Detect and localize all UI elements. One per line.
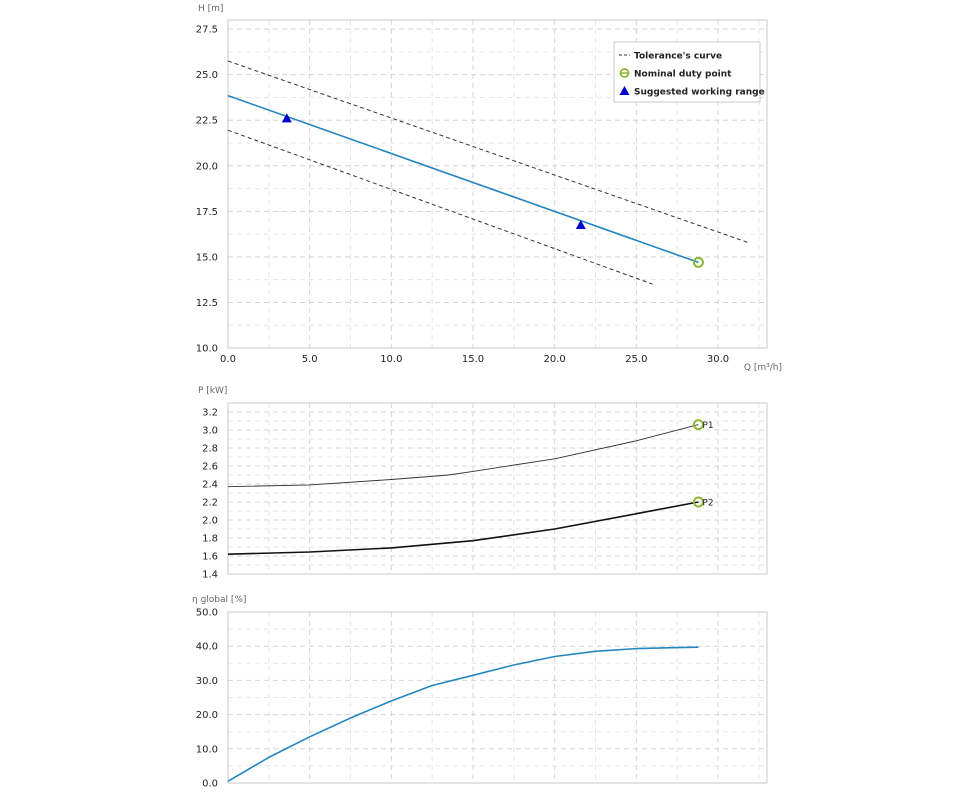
legend-entry: Nominal duty point	[634, 70, 732, 80]
power-end-marker	[692, 496, 704, 508]
y-tick-label: 3.0	[202, 426, 218, 437]
y-tick-label: 2.0	[202, 516, 218, 527]
series-line-0-0	[227, 60, 748, 243]
plot-frame	[227, 402, 768, 575]
y-tick-label: 15.0	[196, 252, 218, 263]
y-tick-label: 12.5	[196, 298, 218, 309]
series-line-1-0	[227, 424, 699, 488]
legend-box	[613, 41, 761, 103]
x-tick-label: 10.0	[380, 354, 402, 365]
working-range-marker	[575, 220, 586, 229]
x-tick-label: 20.0	[544, 354, 566, 365]
power-point-label: P2	[702, 499, 713, 509]
y-tick-label: 50.0	[196, 608, 218, 619]
legend-entry: Tolerance's curve	[634, 52, 722, 62]
legend-swatch-working-range	[619, 86, 630, 95]
y-tick-label: 27.5	[196, 25, 218, 36]
series-line-0-1	[227, 129, 653, 285]
y-tick-label: 1.6	[202, 552, 218, 563]
y-tick-label: 25.0	[196, 70, 218, 81]
y-tick-label: 1.8	[202, 534, 218, 545]
y-tick-label: 2.8	[202, 444, 218, 455]
y-tick-label: 22.5	[196, 116, 218, 127]
y-axis-title: H [m]	[198, 4, 223, 14]
y-axis-title: P [kW]	[198, 386, 227, 396]
nominal-duty-point-marker	[692, 256, 704, 268]
plot-frame	[227, 611, 768, 784]
y-tick-label: 40.0	[196, 642, 218, 653]
y-tick-label: 2.6	[202, 462, 218, 473]
x-axis-title: Q [m³/h]	[744, 363, 782, 373]
x-tick-label: 0.0	[220, 354, 236, 365]
series-line-1-1	[227, 501, 699, 555]
y-tick-label: 3.2	[202, 408, 218, 419]
plot-frame	[227, 19, 768, 349]
y-axis-title: η global [%]	[192, 595, 246, 605]
y-tick-label: 20.0	[196, 161, 218, 172]
x-tick-label: 30.0	[707, 354, 729, 365]
y-tick-label: 2.4	[202, 480, 218, 491]
y-tick-label: 30.0	[196, 676, 218, 687]
y-tick-label: 20.0	[196, 710, 218, 721]
working-range-marker	[281, 113, 292, 123]
y-tick-label: 10.0	[196, 344, 218, 355]
power-point-label: P1	[702, 421, 713, 431]
y-tick-label: 10.0	[196, 744, 218, 755]
series-line-2-0	[227, 646, 699, 782]
power-end-marker	[692, 419, 704, 431]
legend-entry: Suggested working range	[634, 88, 765, 98]
x-tick-label: 5.0	[302, 354, 318, 365]
y-tick-label: 0.0	[202, 779, 218, 790]
series-line-0-2	[227, 94, 699, 264]
x-tick-label: 25.0	[625, 354, 647, 365]
y-tick-label: 17.5	[196, 207, 218, 218]
x-tick-label: 15.0	[462, 354, 484, 365]
y-tick-label: 1.4	[202, 570, 218, 581]
y-tick-label: 2.2	[202, 498, 218, 509]
